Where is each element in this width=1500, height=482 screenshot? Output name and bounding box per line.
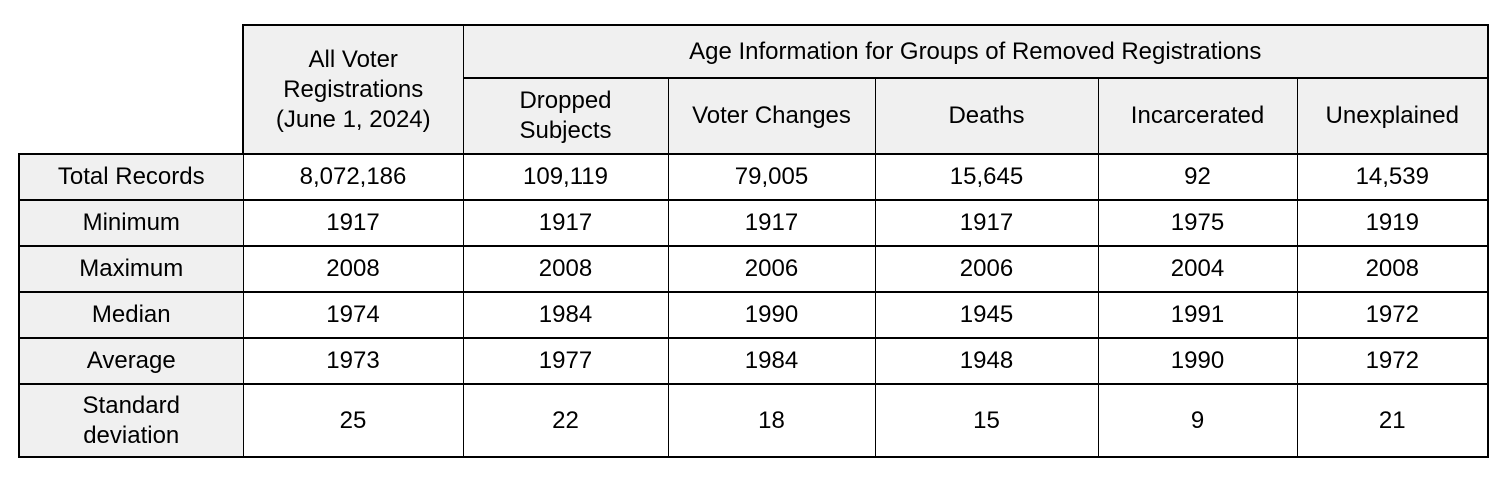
row-label: Standard deviation [18, 383, 244, 458]
cell-value: 22 [462, 383, 669, 458]
table-row-total-records: Total Records 8,072,186 109,119 79,005 1… [18, 153, 1490, 201]
cell-value: 18 [667, 383, 876, 458]
col-header-deaths: Deaths [874, 77, 1099, 155]
cell-value: 2008 [462, 245, 669, 293]
cell-value: 25 [242, 383, 464, 458]
corner-blank-cell [19, 25, 243, 154]
header-row-1: All Voter Registrations (June 1, 2024) A… [19, 24, 1490, 155]
cell-value: 1990 [667, 291, 876, 339]
table-row-standard-deviation: Standard deviation 25 22 18 15 9 21 [18, 383, 1490, 458]
cell-value: 1991 [1097, 291, 1298, 339]
table-row-median: Median 1974 1984 1990 1945 1991 1972 [18, 291, 1490, 339]
cell-value: 21 [1296, 383, 1490, 458]
col-group-header-age-information: Age Information for Groups of Removed Re… [462, 24, 1490, 79]
cell-value: 8,072,186 [242, 153, 464, 201]
cell-value: 1990 [1097, 337, 1298, 385]
cell-value: 1919 [1296, 199, 1490, 247]
cell-value: 109,119 [462, 153, 669, 201]
cell-value: 1975 [1097, 199, 1298, 247]
cell-value: 1972 [1296, 291, 1490, 339]
cell-value: 2004 [1097, 245, 1298, 293]
header-row-2: Dropped Subjects Voter Changes Deaths In… [19, 77, 1490, 155]
cell-value: 1917 [242, 199, 464, 247]
col-header-incarcerated: Incarcerated [1097, 77, 1298, 155]
cell-value: 1948 [874, 337, 1099, 385]
cell-value: 1972 [1296, 337, 1490, 385]
col-header-unexplained: Unexplained [1296, 77, 1490, 155]
cell-value: 2008 [242, 245, 464, 293]
row-label: Total Records [18, 153, 244, 201]
cell-value: 1973 [242, 337, 464, 385]
cell-value: 1917 [667, 199, 876, 247]
cell-value: 1945 [874, 291, 1099, 339]
cell-value: 1977 [462, 337, 669, 385]
cell-value: 79,005 [667, 153, 876, 201]
cell-value: 2008 [1296, 245, 1490, 293]
cell-value: 92 [1097, 153, 1298, 201]
table-row-maximum: Maximum 2008 2008 2006 2006 2004 2008 [18, 245, 1490, 293]
cell-value: 15 [874, 383, 1099, 458]
cell-value: 15,645 [874, 153, 1099, 201]
cell-value: 1917 [462, 199, 669, 247]
voter-stats-table: All Voter Registrations (June 1, 2024) A… [18, 24, 1490, 458]
cell-value: 1984 [462, 291, 669, 339]
cell-value: 9 [1097, 383, 1298, 458]
cell-value: 2006 [874, 245, 1099, 293]
cell-value: 1984 [667, 337, 876, 385]
table-row-minimum: Minimum 1917 1917 1917 1917 1975 1919 [18, 199, 1490, 247]
cell-value: 2006 [667, 245, 876, 293]
cell-value: 1974 [242, 291, 464, 339]
row-label: Maximum [18, 245, 244, 293]
cell-value: 1917 [874, 199, 1099, 247]
cell-value: 14,539 [1296, 153, 1490, 201]
row-label: Average [18, 337, 244, 385]
table-row-average: Average 1973 1977 1984 1948 1990 1972 [18, 337, 1490, 385]
col-header-voter-changes: Voter Changes [667, 77, 876, 155]
col-header-dropped-subjects: Dropped Subjects [462, 77, 669, 155]
col-header-all-voter-registrations: All Voter Registrations (June 1, 2024) [242, 24, 464, 155]
row-label: Minimum [18, 199, 244, 247]
row-label: Median [18, 291, 244, 339]
